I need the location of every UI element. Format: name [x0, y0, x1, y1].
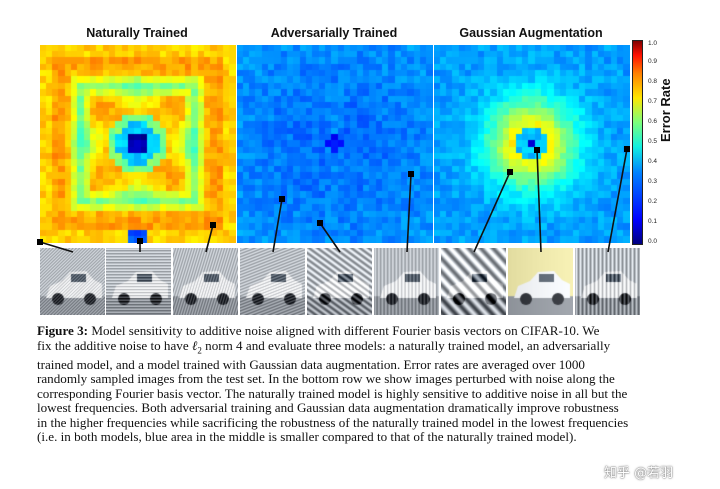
- colorbar: [632, 40, 643, 245]
- perturbed-image-thumbnail: [441, 248, 506, 315]
- caption-line: fix the additive noise to have: [37, 337, 192, 353]
- colorbar-tick: 0.3: [648, 178, 658, 185]
- colorbar-tick: 0.8: [648, 78, 658, 85]
- heatmap-adversarially-trained: [237, 45, 433, 243]
- frequency-marker: [210, 222, 216, 228]
- frequency-marker: [279, 196, 285, 202]
- figure-label: Figure 3:: [37, 323, 89, 338]
- caption-line: corresponding Fourier basis vector. The …: [37, 385, 628, 401]
- connector-line: [473, 171, 511, 253]
- panel-title-gaussian: Gaussian Augmentation: [459, 26, 603, 40]
- math-subscript: 2: [197, 345, 202, 356]
- perturbed-image-thumbnail: [508, 248, 573, 315]
- colorbar-tick: 0.7: [648, 98, 658, 105]
- colorbar-tick: 0.6: [648, 118, 658, 125]
- colorbar-tick: 0.9: [648, 58, 658, 65]
- connector-line: [39, 241, 74, 253]
- caption-line: (i.e. in both models, blue area in the m…: [37, 429, 577, 445]
- connector-line: [319, 222, 341, 253]
- panel-title-natural: Naturally Trained: [86, 26, 188, 40]
- colorbar-tick: 0.1: [648, 218, 658, 225]
- math-ell: ℓ: [191, 337, 198, 353]
- caption-line: lowest frequencies. Both adversarial tra…: [37, 400, 619, 416]
- heatmap-naturally-trained: [40, 45, 236, 243]
- colorbar-tick: 0.5: [648, 138, 658, 145]
- frequency-marker: [507, 169, 513, 175]
- perturbed-image-thumbnail: [240, 248, 305, 315]
- watermark: 知乎 @若羽: [604, 466, 674, 481]
- colorbar-tick: 0.4: [648, 158, 658, 165]
- connector-line: [272, 198, 283, 253]
- connector-line: [406, 173, 412, 253]
- figure-caption: Figure 3: Model sensitivity to additive …: [37, 323, 689, 445]
- colorbar-tick: 1.0: [648, 40, 658, 47]
- perturbed-image-thumbnail: [173, 248, 238, 315]
- frequency-marker: [37, 239, 43, 245]
- perturbed-image-thumbnail: [575, 248, 640, 315]
- frequency-marker: [534, 147, 540, 153]
- connector-line: [536, 149, 542, 253]
- frequency-marker: [408, 171, 414, 177]
- caption-line: randomly sampled images from the test se…: [37, 371, 615, 387]
- perturbed-image-thumbnail: [307, 248, 372, 315]
- frequency-marker: [137, 238, 143, 244]
- panel-title-adversarial: Adversarially Trained: [270, 26, 398, 40]
- frequency-marker: [624, 146, 630, 152]
- colorbar-tick: 0.0: [648, 238, 658, 245]
- caption-line: Model sensitivity to additive noise alig…: [91, 323, 600, 338]
- caption-line: in the higher frequencies while sacrific…: [37, 414, 629, 430]
- connector-line: [205, 224, 214, 253]
- heatmap-gaussian-augmentation: [434, 45, 630, 243]
- caption-line: norm 4 and evaluate three models: a natu…: [201, 337, 611, 353]
- perturbed-image-thumbnail: [374, 248, 439, 315]
- caption-line: trained model, and a model trained with …: [37, 356, 585, 372]
- colorbar-tick: 0.2: [648, 198, 658, 205]
- connector-line: [607, 148, 628, 253]
- frequency-marker: [317, 220, 323, 226]
- perturbed-image-thumbnail: [106, 248, 171, 315]
- perturbed-image-thumbnail: [40, 248, 105, 315]
